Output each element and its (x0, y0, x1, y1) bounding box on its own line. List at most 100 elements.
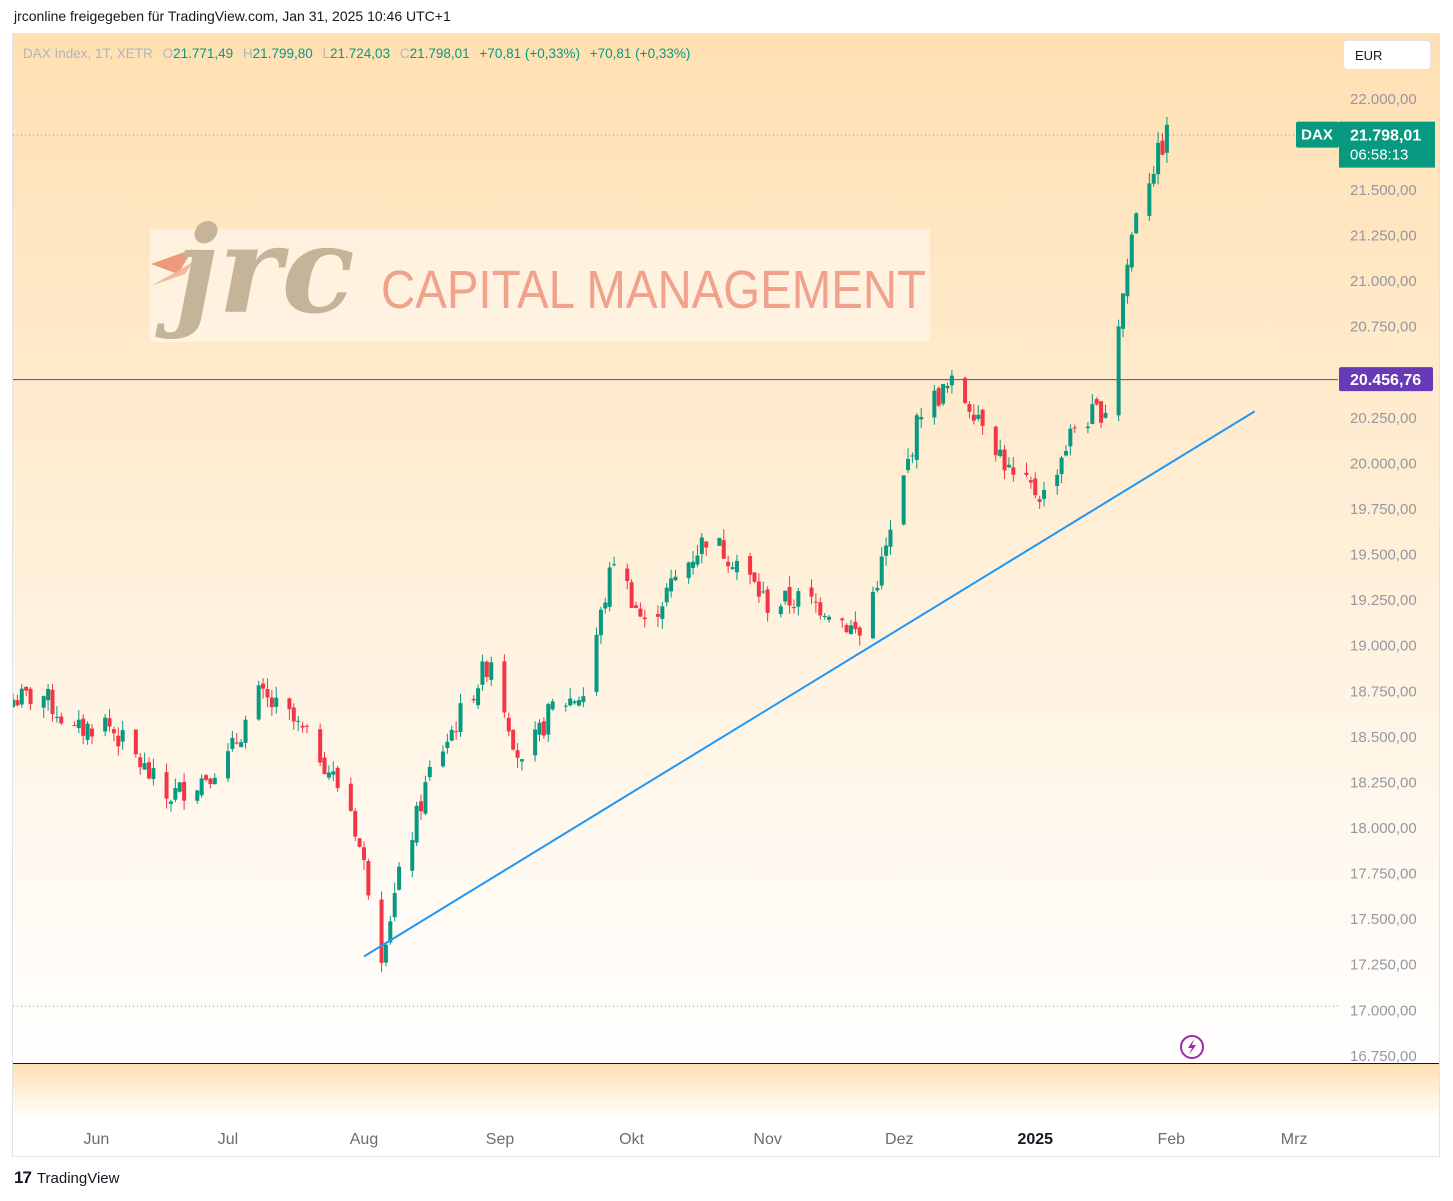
candle-body (1059, 457, 1064, 475)
candle-body (357, 838, 362, 847)
candle-body (1129, 234, 1134, 268)
candle-body (177, 782, 182, 792)
x-tick-label: Jul (218, 1131, 238, 1148)
candle-body (111, 729, 116, 734)
candle-body (721, 540, 726, 559)
candle-body (879, 556, 884, 586)
candle-body (502, 661, 507, 713)
candle-body (541, 721, 546, 736)
candle-body (28, 688, 33, 705)
candle-body (537, 722, 542, 735)
candle-body (269, 697, 274, 708)
watermark: jrc CAPITAL MANAGEMENT (150, 200, 930, 342)
candle-body (971, 414, 976, 421)
candle-body (533, 729, 538, 756)
candle-body (76, 719, 81, 729)
price-chart[interactable]: jrc CAPITAL MANAGEMENT 16.750,00 17.000,0… (13, 34, 1440, 1157)
y-tick-label: 17.000,00 (1350, 1002, 1417, 1019)
chart-panel[interactable]: jrc CAPITAL MANAGEMENT 16.750,00 17.000,0… (12, 33, 1440, 1157)
candle-body (445, 741, 450, 748)
candle-body (50, 689, 55, 715)
candle-body (195, 790, 200, 801)
candle-body (853, 621, 858, 630)
candle-body (116, 735, 121, 747)
candle-body (59, 716, 64, 724)
candle-body (1121, 293, 1126, 329)
candle-body (199, 778, 204, 796)
y-tick-label: 17.750,00 (1350, 866, 1417, 883)
candle-body (449, 729, 454, 741)
candle-body (581, 696, 586, 703)
candle-body (1085, 426, 1090, 429)
footer-brand[interactable]: 17 TradingView (14, 1168, 119, 1188)
candle-body (791, 607, 796, 609)
candle-body (515, 750, 520, 758)
candle-body (511, 730, 516, 750)
candle-body (208, 778, 213, 785)
y-tick-label: 19.500,00 (1350, 547, 1417, 564)
candle-body (204, 775, 209, 780)
candle-body (142, 763, 147, 770)
y-tick-label: 19.000,00 (1350, 638, 1417, 655)
candle-body (476, 688, 481, 706)
candle-body (726, 561, 731, 567)
candle-body (291, 707, 296, 722)
lightning-icon[interactable] (1180, 1035, 1204, 1059)
candle-body (704, 541, 709, 548)
candle-body (857, 627, 862, 636)
candle-body (103, 717, 108, 732)
candle-body (967, 404, 972, 412)
candle-body (748, 556, 753, 575)
trendline[interactable] (363, 410, 1256, 958)
candle-body (1033, 478, 1038, 496)
legend-change: +70,81 (+0,33%) (479, 46, 580, 61)
y-tick-label: 18.250,00 (1350, 774, 1417, 791)
candle-series[interactable] (13, 116, 1169, 973)
candle-body (419, 801, 424, 812)
candle-body (840, 618, 845, 621)
candle-body (1151, 173, 1156, 184)
candle-body (366, 861, 371, 896)
x-tick-label: Mrz (1281, 1131, 1308, 1148)
candle-body (695, 555, 700, 565)
candle-body (901, 475, 906, 525)
candle-body (1072, 427, 1077, 429)
legend-open-label: O (162, 46, 174, 61)
candle-body (243, 719, 248, 743)
candle-body (603, 602, 608, 609)
level-price-tag: 20.456,76 (1339, 367, 1433, 392)
candle-body (870, 591, 875, 639)
candle-body (761, 591, 766, 593)
candle-body (963, 377, 968, 403)
y-tick-label: 22.000,00 (1350, 91, 1417, 108)
candle-body (655, 614, 660, 617)
candle-body (72, 725, 77, 727)
y-tick-label: 19.750,00 (1350, 501, 1417, 518)
candle-body (546, 704, 551, 735)
candle-body (669, 578, 674, 592)
candle-body (274, 697, 279, 707)
x-tick-label: Aug (350, 1131, 378, 1148)
candle-body (480, 661, 485, 685)
legend-low-label: L (322, 46, 331, 61)
candle-body (383, 944, 388, 963)
candle-body (875, 587, 880, 591)
candle-body (15, 700, 20, 706)
currency-selector[interactable]: EUR (1343, 40, 1431, 70)
y-tick-label: 21.000,00 (1350, 273, 1417, 290)
candle-body (54, 716, 59, 718)
candle-body (906, 458, 911, 471)
candle-body (353, 811, 358, 837)
candle-body (734, 560, 739, 573)
candle-body (173, 788, 178, 800)
time-axis[interactable]: Jun Jul Aug Sep Okt Nov Dez 2025 Feb Mrz (83, 1131, 1307, 1148)
price-axis[interactable]: 16.750,00 17.000,00 17.250,00 17.500,00 17.7… (1350, 45, 1417, 1065)
candle-body (809, 587, 814, 597)
candle-body (1125, 264, 1130, 297)
candle-body (827, 616, 832, 620)
candle-body (998, 449, 1003, 456)
publisher-caption: jrconline freigegeben für TradingView.co… (14, 8, 451, 24)
candle-body (239, 742, 244, 748)
candle-body (89, 728, 94, 737)
candle-body (331, 771, 336, 775)
